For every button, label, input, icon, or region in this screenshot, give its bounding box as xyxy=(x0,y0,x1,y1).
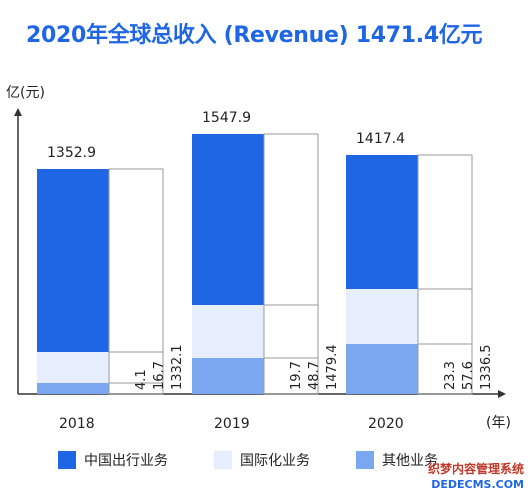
total-label: 1352.9 xyxy=(47,145,96,161)
x-axis-label: (年) xyxy=(486,415,511,431)
outline-other xyxy=(108,382,164,395)
watermark-domain: DEDECMS.COM xyxy=(431,478,524,491)
legend-swatch xyxy=(58,451,76,469)
bar-international xyxy=(346,289,418,344)
legend-item-international: 国际化业务 xyxy=(214,450,310,470)
value-label-domestic: 1336.5 xyxy=(479,345,494,391)
bar-domestic xyxy=(192,134,264,305)
x-axis-arrow xyxy=(498,390,506,398)
bar-domestic xyxy=(37,169,109,352)
y-axis-label: 亿(元) xyxy=(6,85,45,101)
total-label: 1547.9 xyxy=(202,110,251,126)
chart-legend: 中国出行业务 国际化业务 其他业务 xyxy=(58,450,484,470)
bar-international xyxy=(192,305,264,358)
value-label-international: 16.7 xyxy=(152,361,167,390)
value-label-international: 48.7 xyxy=(307,361,322,390)
chart-title: 2020年全球总收入 (Revenue) 1471.4亿元 xyxy=(26,23,483,48)
outline-domestic xyxy=(263,133,319,395)
value-label-other: 23.3 xyxy=(443,361,458,390)
outline-domestic xyxy=(108,168,164,395)
y-axis-arrow xyxy=(14,108,22,116)
x-tick-label: 2018 xyxy=(59,416,95,432)
bar-other xyxy=(346,344,418,394)
x-tick-label: 2020 xyxy=(368,416,404,432)
value-label-other: 19.7 xyxy=(289,361,304,390)
value-label-domestic: 1332.1 xyxy=(170,345,185,391)
watermark-text: 织梦内容管理系统 xyxy=(427,462,524,476)
value-label-other: 4.1 xyxy=(134,369,149,390)
outline-other xyxy=(417,343,473,395)
legend-swatch xyxy=(356,451,374,469)
legend-label: 其他业务 xyxy=(382,453,438,469)
total-label: 1417.4 xyxy=(356,131,405,147)
outline-other xyxy=(263,357,319,395)
bar-domestic xyxy=(346,155,418,289)
legend-item-china-mobility: 中国出行业务 xyxy=(58,450,168,470)
chart-labels: 亿(元) (年) 1352.9 4.1 16.7 1332.1 2018 1547.9 19.7… xyxy=(6,85,511,432)
outline-domestic xyxy=(417,154,473,395)
legend-item-other: 其他业务 xyxy=(356,450,438,470)
chart-bars xyxy=(37,133,473,395)
legend-swatch xyxy=(214,451,232,469)
watermark-logo: 织梦内容管理系统 DEDECMS.COM xyxy=(428,462,524,492)
x-tick-label: 2019 xyxy=(214,416,250,432)
bar-other xyxy=(192,358,264,394)
legend-label: 中国出行业务 xyxy=(84,453,168,469)
bar-international xyxy=(37,352,109,383)
legend-label: 国际化业务 xyxy=(240,453,310,469)
value-label-international: 57.6 xyxy=(461,361,476,390)
value-label-domestic: 1479.4 xyxy=(325,345,340,391)
bar-other xyxy=(37,383,109,394)
